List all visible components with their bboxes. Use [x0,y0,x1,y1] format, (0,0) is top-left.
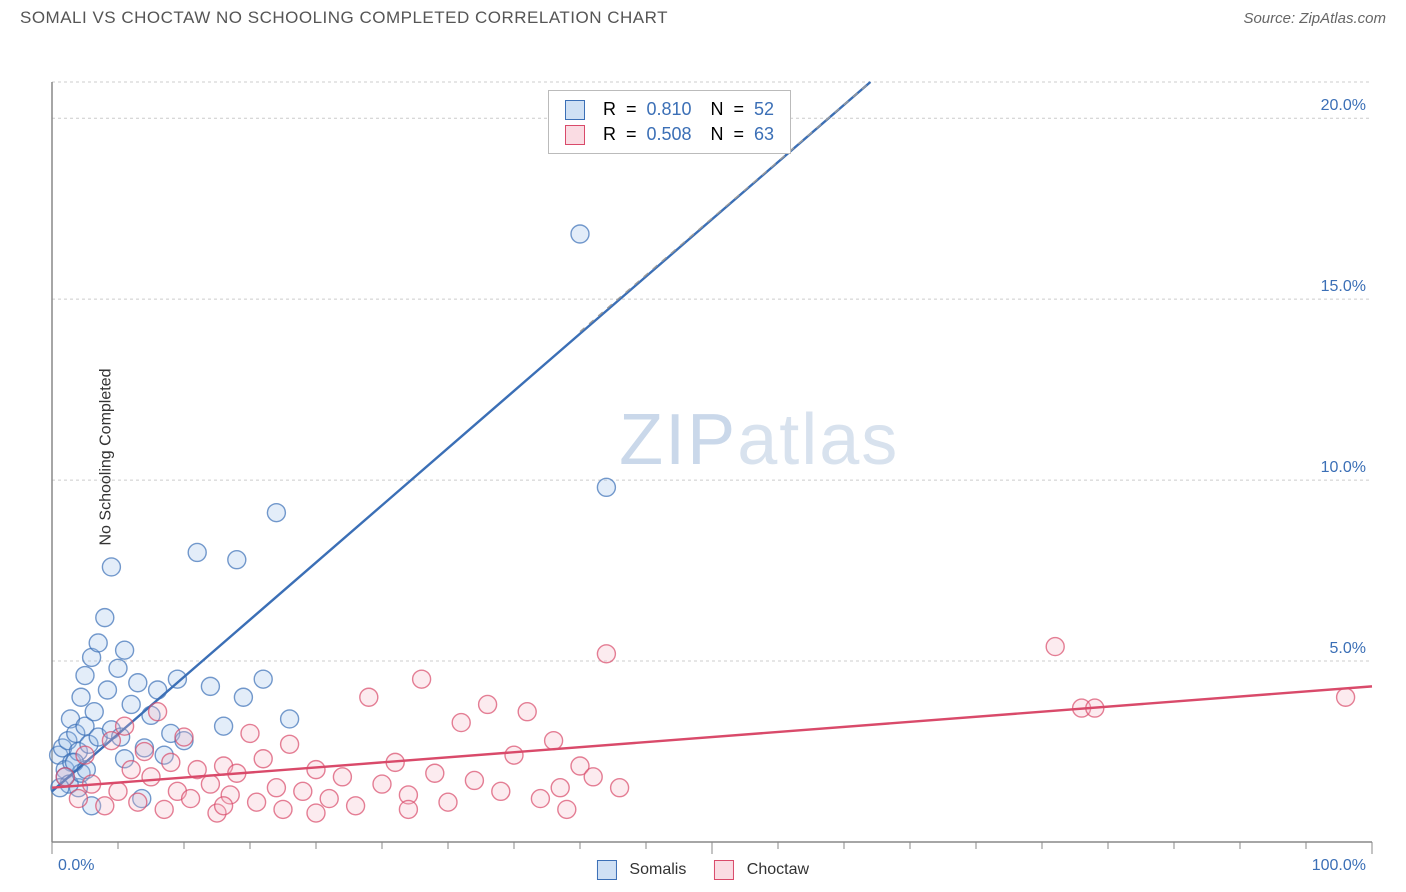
svg-text:10.0%: 10.0% [1321,459,1366,476]
stats-n-label: N [711,99,724,120]
chart-area: No Schooling Completed ZIPatlas R = 0.81… [0,32,1406,882]
stats-row-somalis: R = 0.810 N = 52 [565,97,774,122]
svg-text:15.0%: 15.0% [1321,278,1366,295]
source-attribution: Source: ZipAtlas.com [1243,10,1386,27]
somalis-swatch [565,100,585,120]
choctaw-swatch [565,125,585,145]
stats-r-label: R [603,99,616,120]
choctaw-n-value: 63 [754,124,774,145]
svg-text:100.0%: 100.0% [1312,857,1366,874]
legend-bottom: Somalis Choctaw [597,860,809,880]
somalis-r-value: 0.810 [647,99,701,120]
somalis-legend-swatch [597,860,617,880]
stats-legend-box: R = 0.810 N = 52 R = 0.508 N = 63 [548,90,791,154]
svg-text:5.0%: 5.0% [1330,640,1366,657]
choctaw-r-value: 0.508 [647,124,701,145]
legend-item-somalis: Somalis [597,860,686,880]
y-axis-label: No Schooling Completed [98,369,116,546]
choctaw-legend-swatch [714,860,734,880]
svg-text:20.0%: 20.0% [1321,97,1366,114]
legend-item-choctaw: Choctaw [714,860,809,880]
chart-header: SOMALI VS CHOCTAW NO SCHOOLING COMPLETED… [0,0,1406,32]
somalis-n-value: 52 [754,99,774,120]
scatter-chart-svg: 5.0% 10.0% 15.0% 20.0% 0.0% 100.0% [0,32,1406,882]
svg-text:0.0%: 0.0% [58,857,94,874]
stats-row-choctaw: R = 0.508 N = 63 [565,122,774,147]
chart-title: SOMALI VS CHOCTAW NO SCHOOLING COMPLETED… [20,8,668,28]
